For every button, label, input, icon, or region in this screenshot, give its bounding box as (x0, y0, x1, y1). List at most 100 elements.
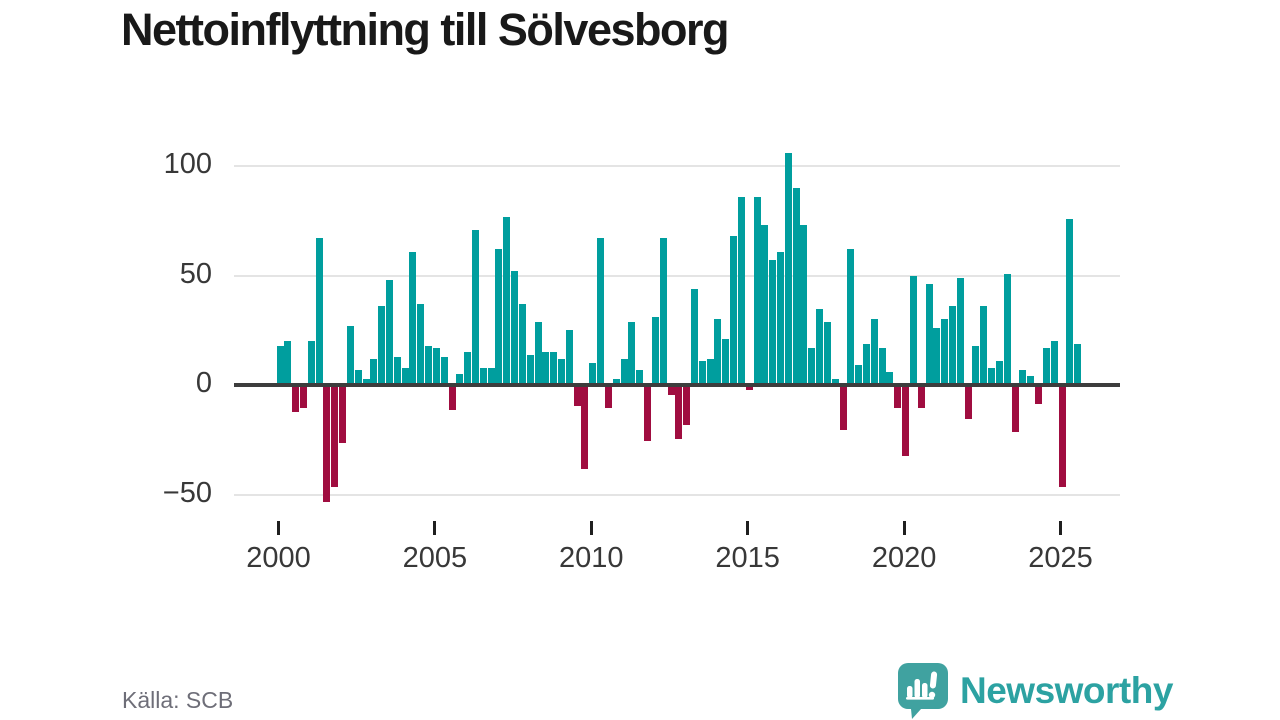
bar-quarter-2024q3 (1042, 347, 1050, 383)
x-axis-tick-label: 2010 (559, 542, 624, 574)
bar-quarter-2016q3 (792, 188, 800, 383)
bar-quarter-2016q1 (776, 251, 784, 383)
bar-quarter-2019q3 (886, 372, 894, 383)
x-axis-tick (1059, 521, 1062, 535)
bar-quarter-2014q3 (730, 236, 738, 383)
newsworthy-speech-bubble-bar-chart-icon (898, 663, 948, 719)
bar-quarter-2018q1 (839, 386, 847, 430)
bar-quarter-2025q2 (1066, 218, 1074, 383)
bar-quarter-2010q3 (604, 386, 612, 408)
bar-quarter-2006q1 (464, 352, 472, 383)
bar-quarter-2008q3 (542, 352, 550, 383)
x-axis-tick-label: 2015 (715, 542, 780, 574)
bar-quarter-2001q1 (307, 341, 315, 383)
bar-quarter-2001q3 (323, 386, 331, 503)
bar-quarter-2020q2 (909, 275, 917, 383)
gridline-y--50 (234, 493, 1120, 496)
bar-quarter-2005q1 (432, 347, 440, 383)
bar-quarter-2020q1 (902, 386, 910, 457)
bar-quarter-2022q4 (988, 367, 996, 383)
bar-quarter-2023q3 (1011, 386, 1019, 432)
bar-quarter-2025q1 (1058, 386, 1066, 487)
bar-quarter-2002q4 (362, 378, 370, 383)
bar-quarter-2021q3 (949, 306, 957, 383)
bar-quarter-2020q4 (925, 284, 933, 383)
newsworthy-logo-text: Newsworthy (960, 669, 1173, 711)
gridline-y-100 (234, 165, 1120, 167)
bar-quarter-2006q4 (487, 367, 495, 383)
bar-quarter-2018q3 (855, 365, 863, 383)
bar-quarter-2007q1 (495, 249, 503, 383)
bar-quarter-2011q4 (644, 386, 652, 441)
bar-quarter-2014q4 (737, 196, 745, 383)
bar-quarter-2013q2 (690, 288, 698, 383)
bar-quarter-2023q4 (1019, 369, 1027, 383)
bar-quarter-2020q3 (917, 386, 925, 408)
bar-quarter-2000q4 (299, 386, 307, 408)
bar-quarter-2023q1 (995, 361, 1003, 383)
bar-quarter-2004q1 (401, 367, 409, 383)
y-axis-tick-label: 100 (163, 148, 212, 181)
x-axis-tick (589, 521, 593, 535)
x-axis-tick-label: 2025 (1028, 542, 1093, 574)
bar-quarter-2012q2 (659, 238, 667, 383)
x-axis-tick (433, 521, 437, 535)
bar-quarter-2012q1 (651, 317, 659, 383)
bar-quarter-2012q3 (667, 386, 675, 395)
bar-quarter-2003q3 (385, 280, 393, 383)
bar-quarter-2015q1 (745, 386, 753, 391)
bar-quarter-2009q1 (558, 358, 566, 383)
bar-quarter-2015q3 (761, 225, 769, 383)
bar-quarter-2010q4 (612, 378, 620, 383)
bar-quarter-2007q4 (518, 304, 526, 383)
bar-quarter-2008q4 (550, 352, 558, 383)
bar-quarter-2012q4 (675, 386, 683, 439)
bar-quarter-2008q1 (526, 354, 534, 383)
bar-quarter-2013q1 (683, 386, 691, 426)
bar-quarter-2016q2 (784, 153, 792, 383)
bar-quarter-2013q3 (698, 361, 706, 383)
bar-quarter-2013q4 (706, 358, 714, 383)
bar-quarter-2023q2 (1003, 273, 1011, 383)
bar-quarter-2011q2 (628, 321, 636, 383)
bar-quarter-2009q4 (581, 386, 589, 470)
bar-quarter-2018q4 (863, 343, 870, 383)
bar-quarter-2004q2 (409, 251, 417, 383)
newsworthy-logo: Newsworthy (897, 662, 1173, 719)
bar-quarter-2024q1 (1027, 376, 1035, 383)
source-label: Källa: SCB (122, 687, 234, 713)
bar-quarter-2024q4 (1050, 341, 1058, 383)
bar-quarter-2022q1 (964, 386, 972, 419)
x-axis-tick-label: 2005 (402, 542, 468, 574)
bar-quarter-2019q1 (870, 319, 878, 383)
bar-quarter-2010q1 (589, 363, 597, 383)
page-title: Nettoinflyttning till Sölvesborg (121, 4, 729, 55)
bar-quarter-2014q2 (722, 339, 730, 383)
bar-quarter-2024q2 (1035, 386, 1043, 404)
bar-quarter-2002q3 (354, 369, 362, 383)
bar-quarter-2000q2 (284, 341, 292, 383)
x-axis-tick (746, 521, 750, 535)
bar-quarter-2025q3 (1074, 343, 1082, 383)
bar-quarter-2015q2 (753, 196, 761, 383)
bar-quarter-2014q1 (714, 319, 722, 383)
bar-quarter-2004q3 (417, 304, 425, 383)
x-axis-tick (277, 521, 280, 535)
gridline-y-50 (234, 274, 1120, 277)
y-axis-tick-label: 0 (195, 367, 212, 400)
bar-quarter-2010q2 (597, 238, 605, 383)
bar-quarter-2017q2 (816, 308, 824, 383)
bar-quarter-2011q1 (620, 358, 628, 383)
bar-quarter-2021q2 (941, 319, 949, 383)
bar-quarter-2006q2 (472, 229, 479, 383)
bar-quarter-2005q3 (448, 386, 456, 411)
bar-quarter-2003q1 (370, 358, 378, 383)
bar-quarter-2008q2 (534, 321, 542, 383)
bar-quarter-2005q4 (456, 374, 464, 383)
bar-quarter-2000q1 (276, 345, 284, 383)
bar-quarter-2017q1 (808, 347, 816, 383)
x-axis-tick-label: 2000 (246, 542, 311, 574)
bar-quarter-2021q1 (933, 328, 941, 383)
bar-quarter-2015q4 (769, 260, 777, 383)
